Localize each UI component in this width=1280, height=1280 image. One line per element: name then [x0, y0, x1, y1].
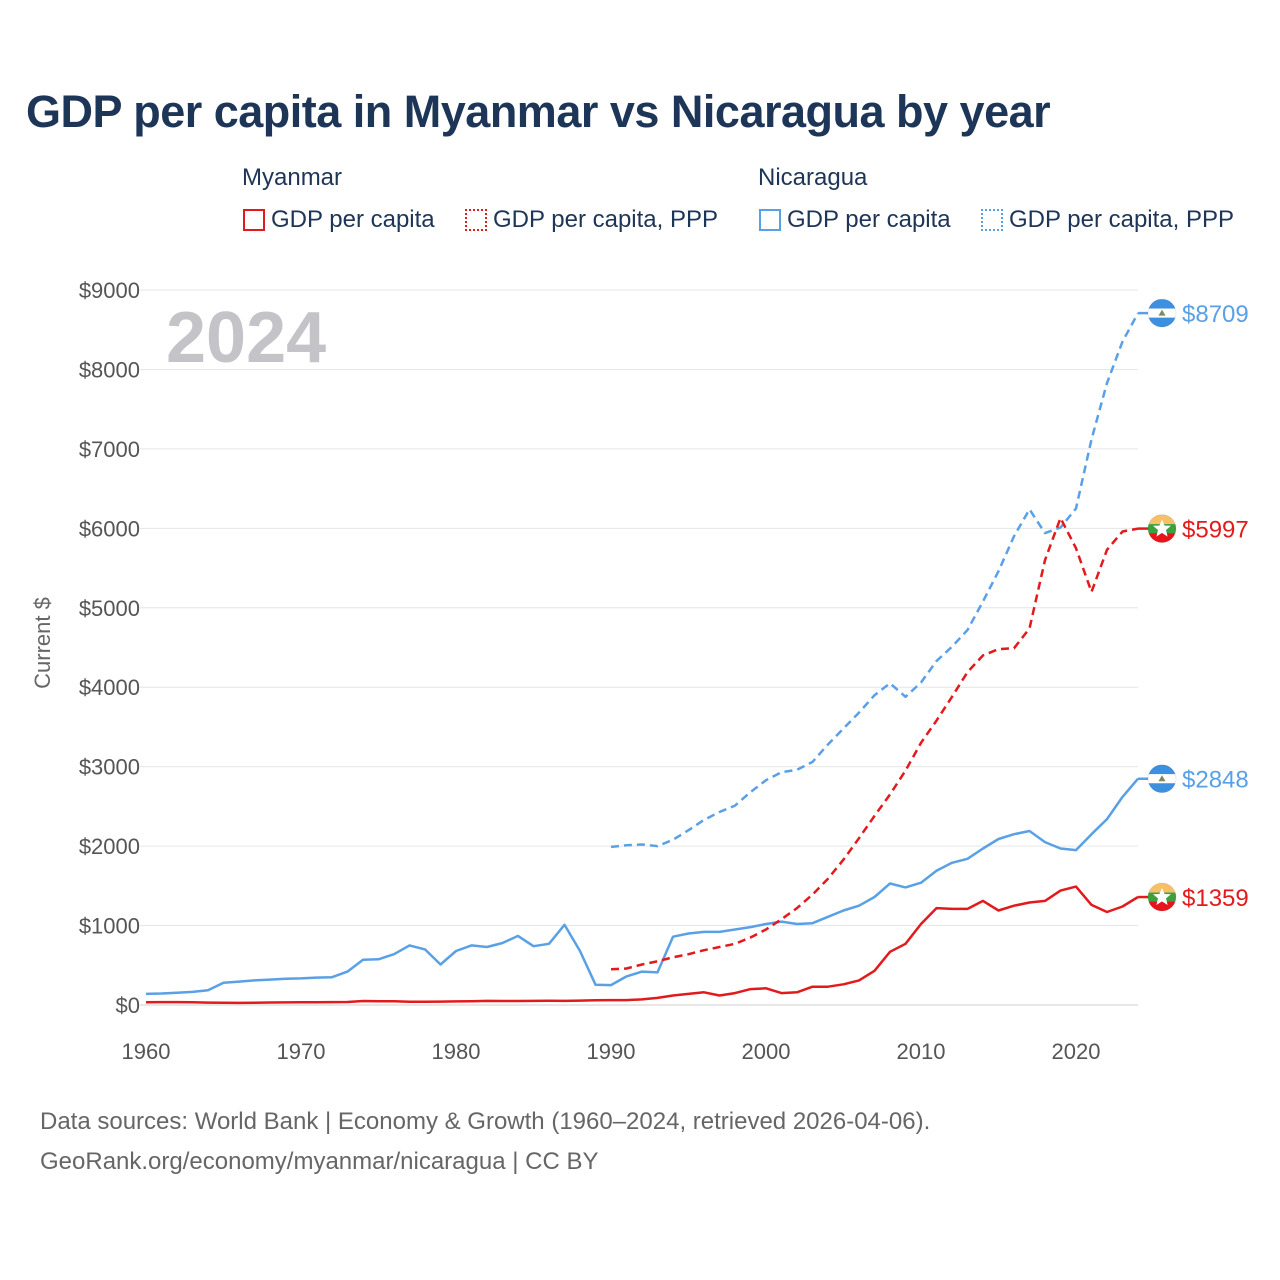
x-tick-label: 1980: [432, 1039, 481, 1064]
y-tick-label: $9000: [79, 278, 140, 303]
legend-swatch-dotted-blue: [981, 209, 1003, 231]
y-tick-label: $5000: [79, 596, 140, 621]
series-line-nicaragua: [145, 777, 1139, 996]
legend-swatch-dotted-red: [465, 209, 487, 231]
x-tick-label: 1990: [587, 1039, 636, 1064]
legend-item-myanmar-gdp[interactable]: GDP per capita: [243, 204, 435, 236]
x-tick-label: 2000: [742, 1039, 791, 1064]
y-tick-label: $3000: [79, 755, 140, 780]
legend-swatch-solid-red: [243, 209, 265, 231]
y-tick-label: $4000: [79, 675, 140, 700]
end-value-label: $1359: [1182, 885, 1249, 912]
legend-item-nicaragua-gdp-ppp[interactable]: GDP per capita, PPP: [981, 204, 1234, 236]
y-tick-label: $7000: [79, 437, 140, 462]
x-tick-label: 2010: [897, 1039, 946, 1064]
series-line-myanmar-ppp: [610, 516, 1139, 971]
legend-label: GDP per capita, PPP: [1009, 206, 1234, 233]
myanmar-flag-icon: [1147, 882, 1177, 912]
legend-title-nicaragua: Nicaragua: [758, 164, 868, 191]
y-tick-label: $2000: [79, 834, 140, 859]
nicaragua-flag-icon: [1147, 764, 1177, 794]
y-tick-label: $0: [116, 993, 140, 1018]
end-value-label: $2848: [1182, 767, 1249, 794]
legend-label: GDP per capita, PPP: [493, 206, 718, 233]
legend-label: GDP per capita: [787, 206, 951, 233]
y-tick-label: $1000: [79, 914, 140, 939]
x-tick-label: 2020: [1052, 1039, 1101, 1064]
footer-sources: Data sources: World Bank | Economy & Gro…: [40, 1108, 931, 1135]
x-tick-label: 1960: [122, 1039, 171, 1064]
nicaragua-flag-icon: [1147, 298, 1177, 328]
legend-label: GDP per capita: [271, 206, 435, 233]
chart-title: GDP per capita in Myanmar vs Nicaragua b…: [26, 86, 1051, 137]
series-line-nicaragua-ppp: [610, 312, 1140, 849]
y-tick-label: $8000: [79, 357, 140, 382]
legend-item-myanmar-gdp-ppp[interactable]: GDP per capita, PPP: [465, 204, 718, 236]
end-value-label: $8709: [1182, 301, 1249, 328]
legend-item-nicaragua-gdp[interactable]: GDP per capita: [759, 204, 951, 236]
y-axis-label: Current $: [30, 597, 55, 689]
myanmar-flag-icon: [1147, 514, 1177, 544]
series-line-myanmar: [145, 885, 1139, 1005]
legend-swatch-solid-blue: [759, 209, 781, 231]
x-tick-label: 1970: [277, 1039, 326, 1064]
footer-attribution: GeoRank.org/economy/myanmar/nicaragua | …: [40, 1148, 599, 1175]
year-watermark: 2024: [166, 298, 326, 378]
legend-title-myanmar: Myanmar: [242, 164, 343, 191]
y-tick-label: $6000: [79, 516, 140, 541]
end-value-label: $5997: [1182, 517, 1249, 544]
